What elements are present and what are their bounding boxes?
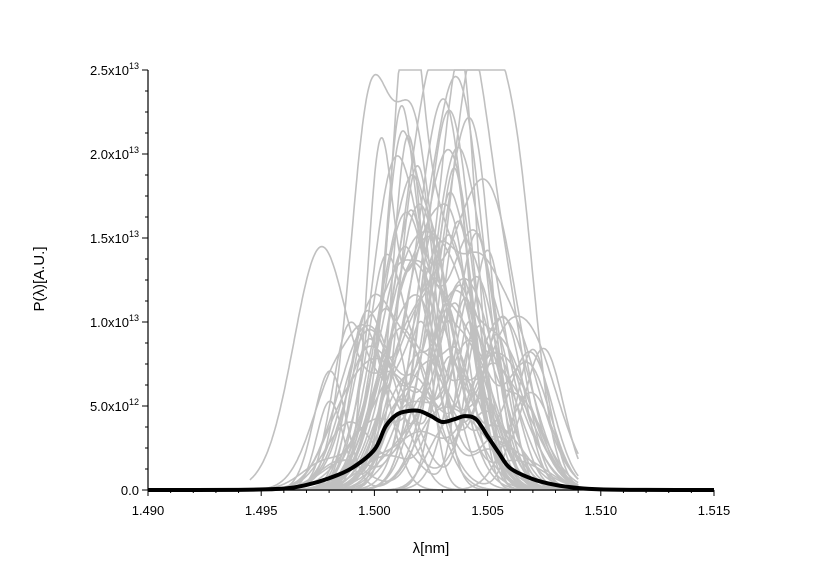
axes: 1.490 1.495 1.500 1.505 1.510 1.515 0.0 5.0x101… [90, 61, 730, 518]
x-tick-label: 1.490 [132, 503, 165, 518]
y-axis-title: P(λ)[A.U.] [31, 246, 48, 311]
mean-spectrum-series [147, 408, 715, 492]
realization-line [249, 69, 579, 491]
x-axis-title: λ[nm] [413, 540, 450, 557]
x-tick-label: 1.510 [585, 503, 618, 518]
y-tick-label: 1.5x1013 [90, 229, 139, 246]
y-tick-label: 2.0x1013 [90, 145, 139, 162]
y-tick-label: 5.0x1012 [90, 397, 139, 414]
realization-line [249, 240, 579, 491]
realization-line [249, 73, 579, 491]
realization-line [249, 362, 579, 491]
x-tick-label: 1.505 [471, 503, 504, 518]
mean-line [147, 408, 715, 492]
background-realizations [249, 69, 579, 491]
y-tick-label: 1.0x1013 [90, 313, 139, 330]
realization-line [249, 75, 579, 491]
realization-line [249, 316, 579, 491]
y-tick-label: 0.0 [121, 483, 139, 498]
x-tick-label: 1.515 [698, 503, 731, 518]
x-tick-label: 1.500 [358, 503, 391, 518]
y-tick-label: 2.5x1013 [90, 61, 139, 78]
x-tick-label: 1.495 [245, 503, 278, 518]
